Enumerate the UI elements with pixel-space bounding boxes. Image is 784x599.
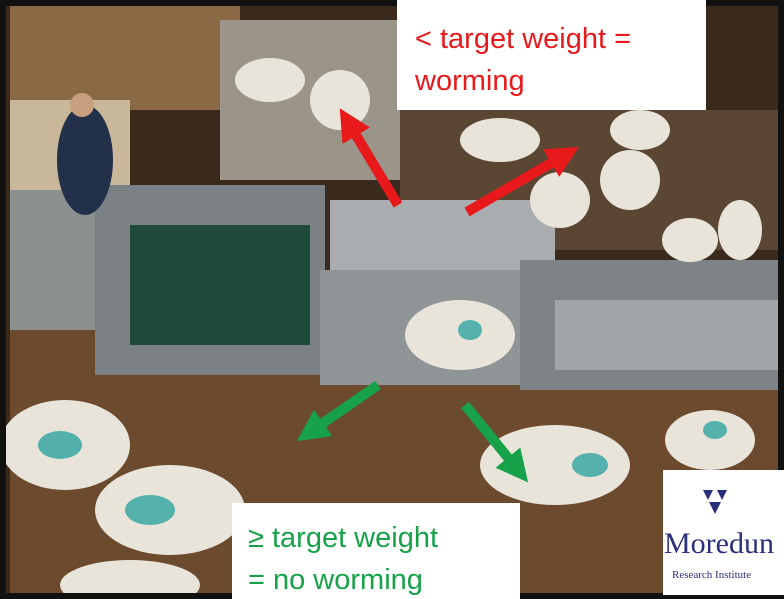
photo-scene: < target weight = worming ≥ target weigh… [0,0,784,599]
green-panel [130,225,310,345]
wooden-wall [10,0,240,110]
logo-name: Moredun [664,527,774,560]
race-rail [555,300,784,370]
caption-text: < target weight = [415,23,631,55]
page: < target weight = worming ≥ target weigh… [0,0,784,599]
farmer-head [70,93,94,117]
caption-text: worming [414,65,525,97]
caption-text: ≥ target weight [248,522,438,554]
logo-subtitle: Research Institute [672,569,751,581]
farmer [57,105,113,215]
caption-text: = no worming [248,564,423,596]
